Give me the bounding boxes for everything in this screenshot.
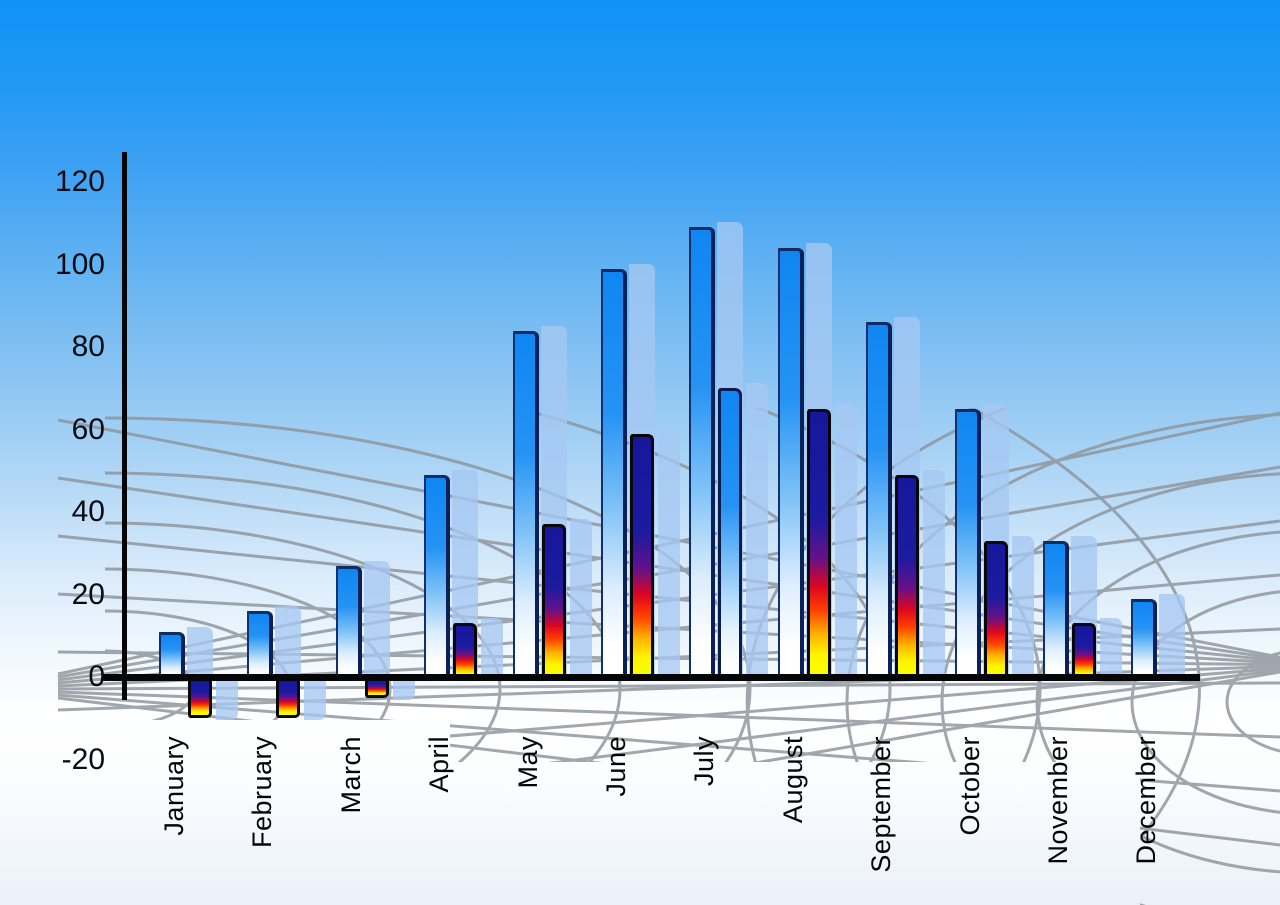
- bar-primary-july: [689, 227, 715, 677]
- y-axis-tick-label-100: 100: [54, 247, 105, 281]
- bar-secondary-july: [718, 388, 742, 677]
- x-axis-label-november: November: [1043, 736, 1073, 865]
- bar-secondary-ghost-february: [304, 679, 326, 721]
- bar-secondary-june: [630, 433, 654, 677]
- y-axis-tick-label-0: 0: [88, 660, 105, 693]
- bar-primary-march: [336, 565, 362, 677]
- bar-primary-october: [955, 408, 981, 677]
- x-axis-label-september: September: [866, 736, 897, 873]
- bar-secondary-april: [453, 623, 477, 677]
- bar-secondary-ghost-september: [923, 469, 945, 677]
- x-axis-label-february: February: [247, 736, 278, 849]
- bar-primary-february: [247, 611, 273, 677]
- x-axis-label-june: June: [601, 736, 631, 797]
- x-axis-label-august: August: [777, 736, 808, 824]
- bar-secondary-ghost-may: [570, 519, 592, 677]
- bar-primary-ghost-march: [364, 560, 390, 677]
- bar-primary-june: [601, 268, 627, 677]
- bar-primary-september: [866, 322, 892, 677]
- y-axis-tick-label-20: 20: [71, 577, 105, 611]
- bar-secondary-ghost-january: [216, 679, 238, 721]
- bar-secondary-january: [188, 677, 212, 719]
- bar-secondary-ghost-october: [1012, 535, 1034, 677]
- bar-secondary-september: [895, 474, 919, 677]
- bar-secondary-ghost-june: [658, 428, 680, 677]
- bar-secondary-may: [542, 524, 566, 677]
- x-axis-label-march: March: [335, 736, 366, 814]
- bar-primary-ghost-january: [187, 626, 213, 677]
- y-axis-tick-label-120: 120: [54, 165, 105, 198]
- bar-primary-january: [159, 631, 185, 677]
- bar-secondary-ghost-april: [481, 618, 503, 677]
- x-axis-label-december: December: [1131, 736, 1162, 865]
- bar-primary-ghost-december: [1159, 593, 1185, 677]
- bar-secondary-august: [807, 408, 831, 677]
- x-axis-label-january: January: [159, 736, 189, 836]
- y-axis-tick-label-80: 80: [71, 330, 105, 363]
- y-axis-line: [122, 152, 127, 700]
- bar-secondary-ghost-july: [746, 383, 768, 677]
- y-axis-tick-label-40: 40: [71, 495, 105, 528]
- bar-primary-december: [1131, 598, 1157, 677]
- bar-primary-ghost-february: [275, 606, 301, 677]
- bar-secondary-ghost-november: [1100, 618, 1122, 677]
- bar-secondary-october: [984, 540, 1008, 677]
- x-axis-label-july: July: [689, 736, 720, 787]
- x-axis-baseline: [103, 674, 1200, 681]
- bar-secondary-february: [276, 677, 300, 719]
- bar-secondary-march: [365, 677, 389, 698]
- bar-secondary-november: [1072, 623, 1096, 677]
- x-axis-label-april: April: [424, 736, 455, 793]
- bar-primary-august: [778, 248, 804, 677]
- x-axis-label-october: October: [954, 736, 985, 836]
- bar-secondary-ghost-august: [835, 403, 857, 677]
- bar-primary-may: [513, 330, 539, 677]
- y-axis-tick-label--20: -20: [61, 742, 105, 776]
- bar-primary-april: [424, 474, 450, 677]
- x-axis-label-may: May: [512, 736, 543, 789]
- bar-secondary-ghost-march: [393, 679, 415, 700]
- y-axis-tick-label-60: 60: [71, 412, 105, 446]
- bar-primary-november: [1043, 540, 1069, 677]
